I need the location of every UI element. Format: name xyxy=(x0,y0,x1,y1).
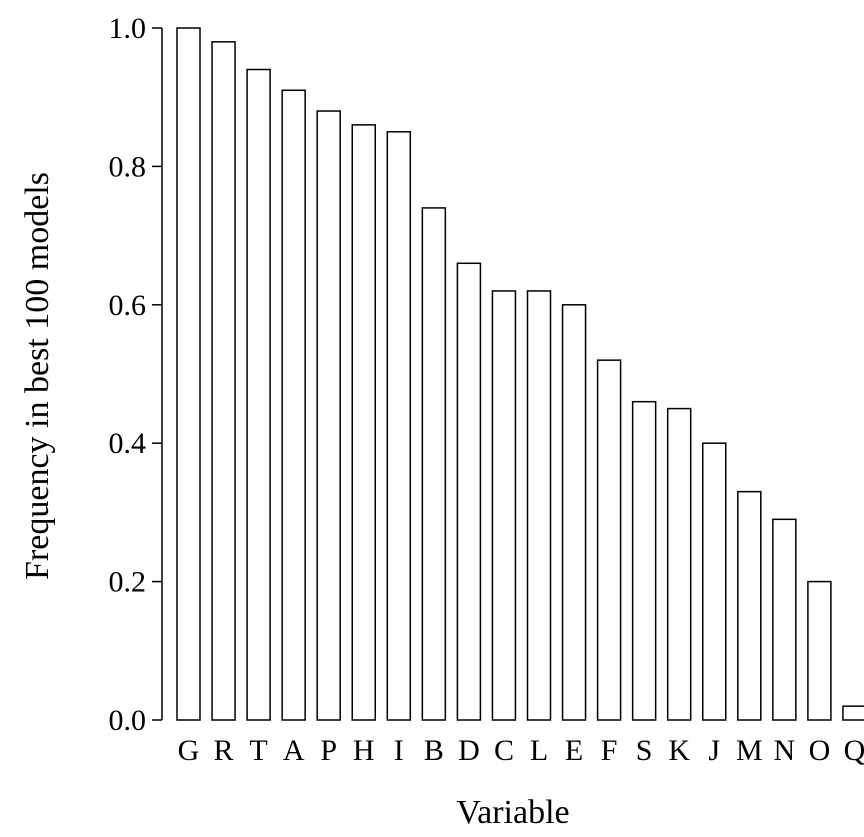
x-tick-label: T xyxy=(249,734,267,767)
y-axis: 0.0 0.2 0.4 0.6 0.8 1.0 xyxy=(109,12,163,737)
bar-L xyxy=(526,290,552,721)
y-tick-label: 0.8 xyxy=(109,150,147,183)
bar-E xyxy=(561,304,587,721)
bar-S xyxy=(631,400,657,721)
x-tick-label: H xyxy=(353,734,375,767)
bar-F xyxy=(596,359,622,721)
bar-H xyxy=(351,124,376,721)
y-tick-label: 0.4 xyxy=(109,427,147,460)
x-tick-label: B xyxy=(424,734,444,767)
x-tick-label: J xyxy=(708,734,720,767)
bar-O xyxy=(807,580,832,721)
bar-I xyxy=(386,131,412,721)
y-tick-label: 0.6 xyxy=(109,289,147,322)
x-tick-label: G xyxy=(178,734,200,767)
x-tick-label: O xyxy=(809,734,831,767)
x-axis-title: Variable xyxy=(456,794,569,831)
bar-P xyxy=(316,110,341,721)
y-tick-label: 0.2 xyxy=(109,566,147,599)
x-tick-label: K xyxy=(668,734,690,767)
y-axis-title: Frequency in best 100 models xyxy=(19,172,56,580)
bar-G xyxy=(176,27,201,721)
x-tick-label: D xyxy=(458,734,480,767)
bar-N xyxy=(772,518,797,721)
bar-B xyxy=(421,207,447,721)
x-tick-label: N xyxy=(774,734,796,767)
bar-D xyxy=(456,262,482,721)
bar-Q xyxy=(842,705,864,721)
y-tick-label: 0.0 xyxy=(109,704,147,737)
y-tick-label: 1.0 xyxy=(109,12,147,45)
x-tick-label: C xyxy=(494,734,514,767)
bar-T xyxy=(246,68,271,721)
x-tick-label: E xyxy=(565,734,583,767)
x-tick-label: S xyxy=(636,734,653,767)
x-tick-label: Q xyxy=(844,734,864,767)
bar-C xyxy=(491,290,517,721)
x-tick-label: R xyxy=(214,734,234,767)
x-tick-label: A xyxy=(283,734,305,767)
x-tick-label: P xyxy=(320,734,337,767)
bar-J xyxy=(702,442,727,721)
bar-A xyxy=(281,89,306,721)
x-tick-label: I xyxy=(394,734,404,767)
x-tick-label: L xyxy=(530,734,548,767)
bar-R xyxy=(211,41,236,721)
x-tick-label: F xyxy=(601,734,618,767)
bar-M xyxy=(737,490,762,721)
x-tick-label: M xyxy=(736,734,763,767)
bar-K xyxy=(666,407,692,721)
bars-group xyxy=(176,27,864,721)
